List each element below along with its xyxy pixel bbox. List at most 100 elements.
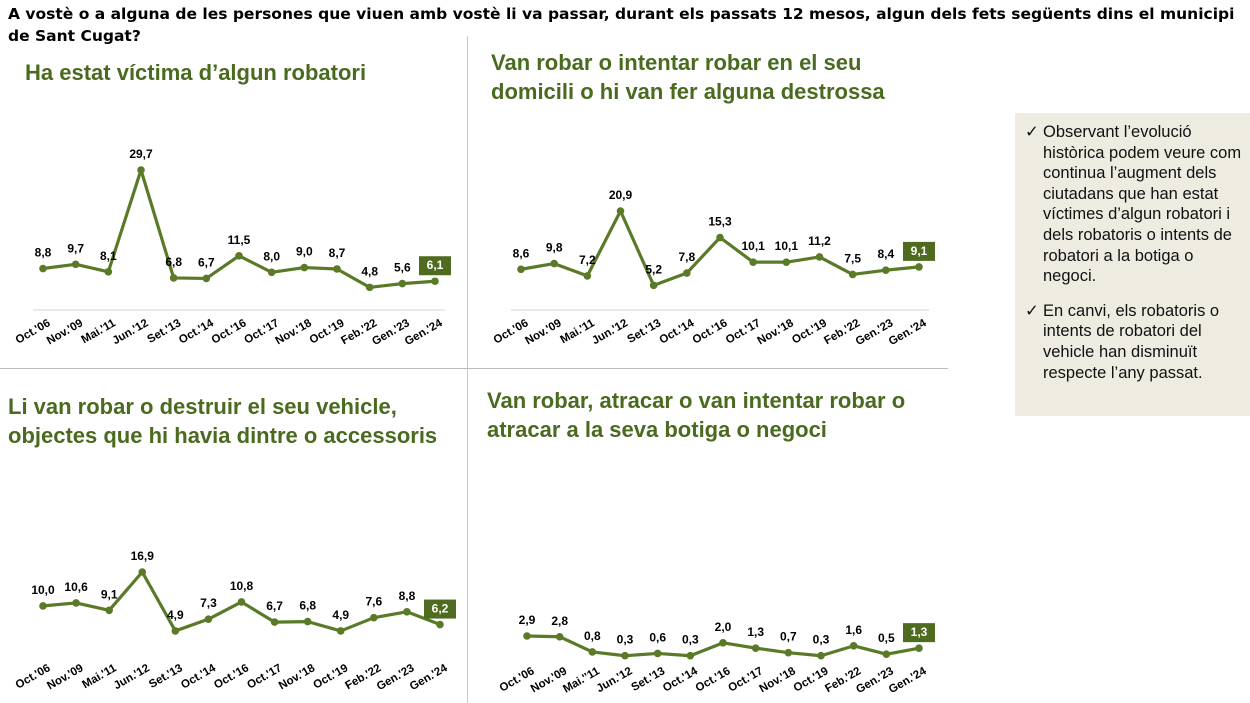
data-label: 6,8 — [299, 599, 316, 613]
data-point — [749, 258, 757, 266]
x-tick-label: Nov.'09 — [529, 665, 569, 695]
data-point — [815, 253, 824, 261]
data-label: 1,3 — [747, 625, 764, 639]
data-point — [817, 651, 825, 660]
data-label: 8,1 — [100, 249, 117, 263]
data-label: 6,1 — [427, 258, 444, 272]
data-point — [267, 268, 276, 277]
data-label: 7,3 — [200, 596, 217, 610]
data-point — [719, 639, 727, 647]
data-label: 9,0 — [296, 245, 313, 259]
vertical-divider — [467, 36, 468, 703]
data-label: 2,0 — [715, 620, 732, 634]
data-point — [39, 264, 47, 273]
data-label: 0,8 — [584, 629, 601, 643]
x-tick-label: Mai.''11 — [561, 665, 602, 696]
data-label: 8,6 — [513, 246, 530, 260]
data-point — [71, 260, 80, 269]
data-label: 11,2 — [808, 234, 831, 248]
data-point — [104, 268, 113, 276]
data-point — [235, 251, 243, 260]
data-point — [300, 263, 309, 272]
note-item: ✓ En canvi, els robatoris o intents de r… — [1025, 301, 1244, 383]
data-label: 10,1 — [741, 239, 765, 253]
x-tick-label: Oct.'06 — [498, 665, 537, 694]
data-label: 5,6 — [394, 261, 411, 275]
data-label: 9,8 — [546, 241, 563, 255]
data-point — [616, 207, 625, 215]
data-point — [915, 263, 923, 271]
data-label: 2,8 — [551, 614, 568, 628]
data-point — [555, 632, 564, 641]
data-point — [370, 613, 378, 622]
data-label: 8,4 — [877, 247, 894, 261]
data-point — [204, 615, 213, 623]
data-point — [649, 281, 658, 290]
data-label: 10,0 — [31, 583, 55, 597]
highlight-value-box — [424, 599, 456, 619]
data-label: 8,8 — [399, 589, 416, 603]
data-label: 0,3 — [682, 633, 699, 647]
data-label: 29,7 — [129, 147, 153, 161]
data-label: 8,0 — [263, 249, 280, 263]
data-label: 8,7 — [329, 246, 346, 260]
data-point — [72, 599, 80, 607]
note-text: En canvi, els robatoris o intents de rob… — [1043, 301, 1220, 382]
data-label: 7,8 — [678, 250, 695, 264]
data-point — [169, 274, 178, 282]
data-label: 6,7 — [198, 255, 215, 269]
data-point — [784, 648, 793, 657]
data-label: 8,8 — [35, 246, 52, 260]
data-label: 5,2 — [645, 262, 662, 276]
note-item: ✓ Observant l’evolució històrica podem v… — [1025, 122, 1244, 287]
x-tick-label: Nov.'18 — [758, 665, 799, 695]
data-label: 2,9 — [519, 613, 536, 627]
data-point — [138, 568, 147, 576]
data-point — [915, 644, 923, 652]
data-label: 4,9 — [332, 608, 349, 622]
data-point — [333, 265, 341, 273]
data-point — [303, 617, 312, 626]
highlight-value-box — [903, 623, 935, 643]
highlight-value-box — [419, 256, 451, 276]
data-point — [782, 258, 791, 266]
data-label: 0,3 — [813, 633, 830, 647]
data-label: 0,7 — [780, 630, 797, 644]
data-point — [686, 651, 695, 660]
x-tick-label: Oct.'14 — [661, 665, 700, 695]
data-point — [848, 270, 857, 279]
chart-title-home-burglary: Van robar o intentar robar en el seu dom… — [491, 50, 885, 104]
data-label: 10,8 — [230, 579, 254, 593]
x-tick-label: Oct.'17 — [726, 665, 765, 694]
data-point — [202, 274, 211, 283]
x-tick-label: Oct.'19 — [792, 665, 831, 694]
data-label: 7,5 — [844, 251, 861, 265]
data-label: 7,6 — [365, 595, 382, 609]
data-label: 10,6 — [64, 580, 88, 594]
data-point — [270, 618, 279, 626]
data-label: 6,7 — [266, 599, 283, 613]
data-label: 6,8 — [165, 255, 182, 269]
x-tick-label: Gen.'24 — [887, 665, 929, 696]
data-point — [716, 233, 724, 242]
data-point — [171, 627, 180, 635]
data-label: 10,1 — [775, 239, 799, 253]
data-point — [39, 602, 47, 610]
data-label: 6,2 — [432, 602, 449, 616]
data-point — [583, 272, 592, 280]
commentary-panel: ✓ Observant l’evolució històrica podem v… — [1015, 113, 1250, 416]
data-label: 15,3 — [708, 215, 732, 229]
x-tick-label: Oct.'16 — [694, 665, 733, 694]
data-label: 0,6 — [649, 630, 666, 644]
data-point — [751, 644, 760, 652]
checkmark-icon: ✓ — [1025, 301, 1039, 320]
data-label: 20,9 — [609, 188, 633, 202]
data-label: 4,9 — [167, 608, 184, 622]
data-point — [517, 265, 525, 274]
x-tick-label: Jun.'12 — [595, 665, 635, 695]
highlight-value-box — [903, 241, 935, 261]
data-point — [882, 266, 890, 275]
chart-title-shop-robbery: Van robar, atracar o van intentar robar … — [487, 388, 906, 442]
